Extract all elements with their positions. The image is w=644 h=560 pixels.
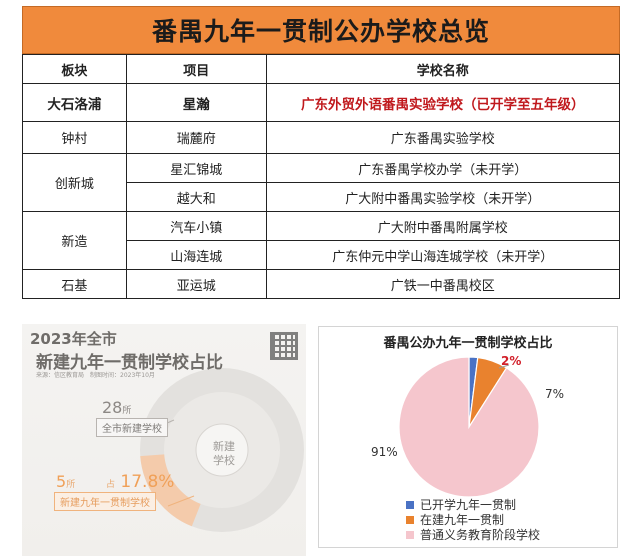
legend-swatch-building — [406, 515, 414, 524]
infographic-source: 来源：信区教育局 制图时间：2023年10月 — [36, 372, 155, 379]
legend-item: 已开学九年一贯制 — [406, 497, 540, 512]
cell-project: 越大和 — [125, 182, 267, 212]
table-row: 越大和 广大附中番禺实验学校（未开学） — [23, 182, 621, 212]
table-row-highlight: 大石洛浦 星瀚 广东外贸外语番禺实验学校（已开学至五年级） — [22, 83, 621, 122]
cell-project: 星瀚 — [125, 83, 267, 122]
total-count-value: 28 — [102, 398, 123, 417]
legend-label: 已开学九年一贯制 — [420, 498, 517, 512]
total-count-unit: 所 — [122, 406, 132, 416]
pie-chart-panel: 番禺公办九年一贯制学校占比 2% 7% 91% 已开学九年一贯制 在建九年一贯制… — [318, 326, 618, 548]
infographic-ring — [140, 368, 304, 532]
data-label-opened: 2% — [501, 354, 522, 368]
legend-label: 在建九年一贯制 — [420, 513, 505, 527]
cell-school: 广东仲元中学山海连城学校（未开学） — [265, 240, 621, 270]
legend-swatch-opened — [406, 500, 414, 509]
cell-school: 广东番禺学校办学（未开学） — [265, 153, 621, 183]
table-row: 创新城 星汇锦城 广东番禺学校办学（未开学） — [22, 153, 621, 212]
inner-circle — [195, 423, 249, 477]
legend-item: 在建九年一贯制 — [406, 512, 540, 527]
new-school-share-infographic: 2023年全市 新建九年一贯制学校占比 来源：信区教育局 制图时间：2023年1… — [22, 324, 306, 556]
cell-district: 创新城 — [22, 153, 127, 212]
total-count: 28所 — [102, 398, 131, 417]
cell-district: 新造 — [22, 211, 127, 270]
table-row: 钟村 瑞麓府 广东番禺实验学校 — [22, 121, 621, 154]
cell-project: 星汇锦城 — [125, 153, 267, 183]
qr-code-icon — [270, 332, 298, 360]
cell-project: 亚运城 — [125, 269, 267, 299]
data-label-regular: 91% — [371, 445, 398, 459]
header-school-name: 学校名称 — [265, 54, 621, 84]
cell-district: 石基 — [22, 269, 127, 299]
part-count: 5所 — [56, 472, 75, 491]
chart-legend: 已开学九年一贯制 在建九年一贯制 普通义务教育阶段学校 — [406, 497, 540, 542]
part-percent: 17.8% — [120, 472, 175, 492]
schools-table: 板块 项目 学校名称 大石洛浦 星瀚 广东外贸外语番禺实验学校（已开学至五年级）… — [22, 54, 621, 299]
infographic-year-label: 2023年全市 — [30, 330, 117, 348]
table-row: 新造 汽车小镇 广大附中番禺附属学校 — [22, 211, 621, 270]
legend-item: 普通义务教育阶段学校 — [406, 527, 540, 542]
cell-project: 汽车小镇 — [125, 211, 267, 241]
part-share-prefix: 占 — [106, 480, 116, 490]
table-row: 山海连城 广东仲元中学山海连城学校（未开学） — [23, 240, 621, 270]
header-project: 项目 — [125, 54, 267, 84]
page-title: 番禺九年一贯制公办学校总览 — [151, 17, 490, 46]
cell-school: 广大附中番禺实验学校（未开学） — [265, 182, 621, 212]
cell-school: 广东外贸外语番禺实验学校（已开学至五年级） — [265, 83, 621, 122]
center-label-line2: 学校 — [213, 454, 235, 467]
leader-line — [498, 364, 510, 369]
cell-district: 大石洛浦 — [22, 83, 127, 122]
part-share: 占 17.8% — [106, 472, 174, 492]
table-header-row: 板块 项目 学校名称 — [22, 54, 621, 84]
legend-label: 普通义务教育阶段学校 — [420, 528, 541, 542]
pie-chart — [398, 356, 540, 498]
legend-swatch-regular — [406, 530, 414, 539]
part-label: 新建九年一贯制学校 — [54, 492, 156, 511]
total-label: 全市新建学校 — [96, 418, 168, 437]
leader-line-part — [167, 495, 195, 507]
share-arc — [140, 454, 201, 527]
cell-school: 广铁一中番禺校区 — [265, 269, 621, 299]
cell-project: 山海连城 — [125, 240, 267, 270]
table-row: 石基 亚运城 广铁一中番禺校区 — [22, 269, 621, 299]
cell-district: 钟村 — [22, 121, 127, 154]
infographic-title: 新建九年一贯制学校占比 — [36, 353, 223, 373]
part-count-unit: 所 — [66, 480, 76, 490]
center-label-line1: 新建 — [213, 440, 235, 453]
pie-slice-regular — [398, 356, 540, 498]
cell-project: 瑞麓府 — [125, 121, 267, 154]
part-count-value: 5 — [56, 472, 67, 491]
cell-school: 广东番禺实验学校 — [265, 121, 621, 154]
header-district: 板块 — [22, 54, 127, 84]
center-label: 新建 学校 — [204, 440, 244, 468]
chart-title: 番禺公办九年一贯制学校占比 — [383, 336, 553, 351]
page-title-banner: 番禺九年一贯制公办学校总览 — [22, 6, 620, 54]
data-label-building: 7% — [545, 387, 565, 401]
cell-school: 广大附中番禺附属学校 — [265, 211, 621, 241]
